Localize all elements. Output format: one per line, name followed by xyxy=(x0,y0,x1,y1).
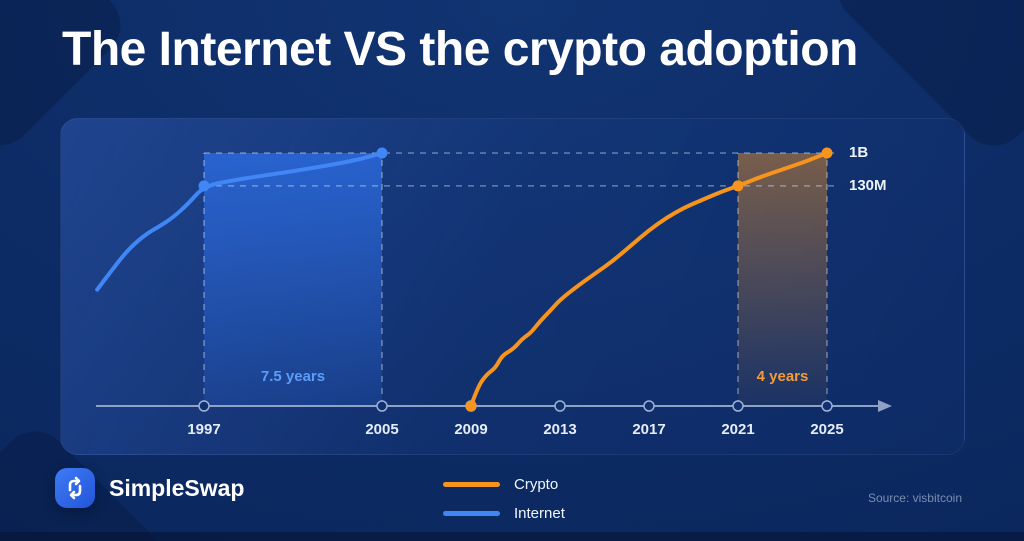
swap-arrows-icon xyxy=(68,476,82,500)
milestone-dot-crypto-2025 xyxy=(821,147,833,159)
crypto-line-swatch xyxy=(443,482,500,487)
brand-name: SimpleSwap xyxy=(109,474,245,501)
y-axis-label: 1B xyxy=(849,144,868,161)
x-tick-label: 2005 xyxy=(365,421,398,438)
x-tick-marker xyxy=(732,400,744,412)
series-line-crypto xyxy=(469,151,829,408)
x-axis-arrow-icon xyxy=(878,400,892,412)
milestone-dot-crypto-2009 xyxy=(465,400,477,412)
legend-label-internet: Internet xyxy=(514,505,565,522)
highlight-region-blue xyxy=(204,153,382,406)
x-tick-label: 2013 xyxy=(543,421,576,438)
x-tick-marker xyxy=(376,400,388,412)
background-decoration xyxy=(0,532,1024,541)
internet-line-swatch xyxy=(443,511,500,516)
series-line-internet xyxy=(95,151,384,292)
milestone-dot-internet-1997 xyxy=(198,180,210,192)
x-tick-label: 2025 xyxy=(810,421,843,438)
adoption-chart: 1997 2005 2009 2013 2017 2021 2025 1B 130M 7.5 ye… xyxy=(95,144,892,438)
x-tick-marker xyxy=(643,400,655,412)
x-tick-label: 2021 xyxy=(721,421,754,438)
simpleswap-logo-icon xyxy=(55,468,95,508)
x-tick-label: 2009 xyxy=(454,421,487,438)
highlight-region-orange xyxy=(738,153,827,406)
milestone-dot-crypto-2021 xyxy=(732,180,744,192)
y-axis-label: 130M xyxy=(849,177,887,194)
legend-label-crypto: Crypto xyxy=(514,476,559,493)
region-duration-label: 4 years xyxy=(757,368,809,385)
page-title: The Internet VS the crypto adoption xyxy=(62,23,858,76)
x-tick-marker xyxy=(198,400,210,412)
region-duration-label: 7.5 years xyxy=(261,368,325,385)
chart-panel: 1997 2005 2009 2013 2017 2021 2025 1B 130M 7.5 ye… xyxy=(60,118,965,455)
x-tick-marker xyxy=(821,400,833,412)
legend-item-crypto: Crypto xyxy=(443,476,565,493)
x-tick-label: 2017 xyxy=(632,421,665,438)
source-credit: Source: visbitcoin xyxy=(867,491,962,505)
brand: SimpleSwap xyxy=(55,468,244,508)
milestone-dot-internet-2005 xyxy=(376,147,388,159)
x-tick-label: 1997 xyxy=(187,421,220,438)
legend-item-internet: Internet xyxy=(443,505,565,522)
chart-legend: Crypto Internet xyxy=(443,476,565,522)
x-tick-marker xyxy=(554,400,566,412)
